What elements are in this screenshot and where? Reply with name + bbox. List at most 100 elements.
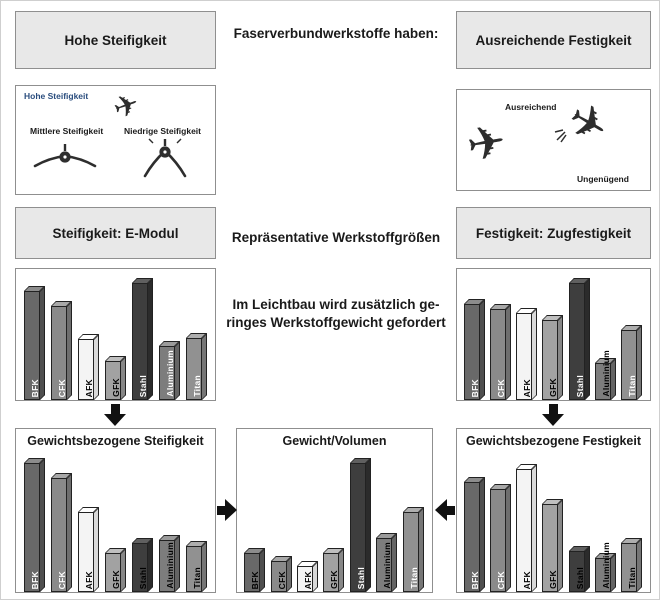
box-hohe-steifigkeit-label: Hohe Steifigkeit [64, 32, 167, 48]
bar-label-afk: AFK [83, 378, 94, 397]
chart-zugfestigkeit: BFK CFK AFK GFK Stahl Aluminium Titan [456, 268, 651, 401]
bar-cfk: CFK [268, 453, 294, 592]
heading-faserverbundwerkstoffe: Faserverbundwerkstoffe haben: [233, 26, 439, 41]
bar-label-bfk: BFK [29, 378, 40, 397]
bar-label-stahl: Stahl [355, 566, 366, 589]
bar-cfk: CFK [488, 453, 514, 592]
bar-label-gfk: GFK [548, 570, 559, 589]
chart-e-modul-plot: BFK CFK AFK GFK Stahl Aluminium Titan [21, 273, 210, 400]
bar-label-titan: Titan [626, 375, 637, 397]
bar-afk: AFK [514, 453, 540, 592]
bar-label-stahl: Stahl [574, 374, 585, 397]
bar-label-cfk: CFK [496, 570, 507, 589]
bar-gfk: GFK [102, 273, 129, 400]
arrow-right-icon [217, 499, 237, 521]
break-marks-icon [554, 129, 567, 143]
box-steifigkeit-e-modul: Steifigkeit: E-Modul [15, 207, 216, 259]
bar-cfk: CFK [48, 273, 75, 400]
bar-bfk: BFK [462, 273, 488, 400]
label-hohe-steifigkeit-small: Hohe Steifigkeit [24, 91, 89, 101]
chart-zugfestigkeit-plot: BFK CFK AFK GFK Stahl Aluminium Titan [462, 273, 645, 400]
stiffness-illustration-panel: Hohe Steifigkeit ✈ Mittlere Steifigkeit … [15, 85, 216, 195]
bar-afk: AFK [75, 453, 102, 592]
note-leichtbau: Im Leichtbau wird zusätzlich ge- ringes … [219, 296, 453, 332]
box-festigkeit-zugfestigkeit-label: Festigkeit: Zugfestigkeit [475, 225, 632, 241]
bar-titan: Titan [401, 453, 427, 592]
bar-label-cfk: CFK [276, 570, 287, 589]
bar-label-titan: Titan [626, 567, 637, 589]
box-ausreichende-festigkeit-label: Ausreichende Festigkeit [475, 32, 632, 48]
plane-low-stiffness-icon [143, 138, 187, 178]
arrow-down-left-icon [104, 404, 126, 426]
bar-label-afk: AFK [303, 570, 314, 589]
bar-label-bfk: BFK [250, 570, 261, 589]
chart-e-modul: BFK CFK AFK GFK Stahl Aluminium Titan [15, 268, 216, 401]
label-mittlere-steifigkeit: Mittlere Steifigkeit [30, 126, 104, 136]
bar-stahl: Stahl [567, 453, 593, 592]
bar-label-gfk: GFK [110, 378, 121, 397]
bar-label-afk: AFK [83, 570, 94, 589]
plane-medium-stiffness-icon [33, 144, 97, 168]
bar-label-titan: Titan [191, 567, 202, 589]
bar-cfk: CFK [48, 453, 75, 592]
bar-label-stahl: Stahl [137, 374, 148, 397]
note-leichtbau-line2: ringes Werkstoffgewicht gefordert [226, 315, 446, 331]
label-ausreichend: Ausreichend [505, 102, 557, 112]
bar-stahl: Stahl [348, 453, 374, 592]
chart-gewicht-volumen-plot: BFK CFK AFK GFK Stahl Aluminium Titan [242, 453, 427, 592]
bar-label-stahl: Stahl [574, 566, 585, 589]
bar-bfk: BFK [21, 453, 48, 592]
panel-title-gewichtsbezogene-festigkeit: Gewichtsbezogene Festigkeit [465, 434, 642, 448]
bar-label-gfk: GFK [110, 570, 121, 589]
bar-aluminium: Aluminium [156, 273, 183, 400]
bar-afk: AFK [75, 273, 102, 400]
box-festigkeit-zugfestigkeit: Festigkeit: Zugfestigkeit [456, 207, 651, 259]
chart-gewichtsbezogene-festigkeit-plot: BFK CFK AFK GFK Stahl Aluminium Titan [462, 453, 645, 592]
bar-gfk: GFK [540, 453, 566, 592]
bar-label-gfk: GFK [329, 570, 340, 589]
bar-label-afk: AFK [522, 570, 533, 589]
bar-label-bfk: BFK [29, 570, 40, 589]
bar-gfk: GFK [540, 273, 566, 400]
bar-label-aluminium: Aluminium [600, 350, 611, 397]
note-leichtbau-line1: Im Leichtbau wird zusätzlich ge- [232, 297, 440, 312]
box-ausreichende-festigkeit: Ausreichende Festigkeit [456, 11, 651, 69]
bar-aluminium: Aluminium [593, 273, 619, 400]
bar-titan: Titan [619, 273, 645, 400]
bar-label-stahl: Stahl [137, 566, 148, 589]
bar-label-cfk: CFK [56, 570, 67, 589]
bar-stahl: Stahl [567, 273, 593, 400]
bar-label-afk: AFK [522, 378, 533, 397]
bar-bfk: BFK [462, 453, 488, 592]
bar-label-aluminium: Aluminium [164, 542, 175, 589]
bar-aluminium: Aluminium [374, 453, 400, 592]
bar-aluminium: Aluminium [593, 453, 619, 592]
bar-bfk: BFK [242, 453, 268, 592]
bar-gfk: GFK [102, 453, 129, 592]
bar-titan: Titan [183, 453, 210, 592]
bar-label-titan: Titan [408, 567, 419, 589]
bar-cfk: CFK [488, 273, 514, 400]
heading-repraesentative-werkstoffgroessen: Repräsentative Werkstoffgrößen [231, 230, 441, 245]
bar-afk: AFK [295, 453, 321, 592]
panel-gewichtsbezogene-festigkeit: Gewichtsbezogene Festigkeit BFK CFK AFK GFK… [456, 428, 651, 593]
bar-stahl: Stahl [129, 273, 156, 400]
panel-title-gewichtsbezogene-steifigkeit: Gewichtsbezogene Steifigkeit [27, 434, 204, 448]
bar-label-cfk: CFK [56, 378, 67, 397]
bar-bfk: BFK [21, 273, 48, 400]
panel-gewicht-volumen: Gewicht/Volumen BFK CFK AFK GFK Stahl Alumini… [236, 428, 433, 593]
bar-label-bfk: BFK [470, 570, 481, 589]
plane-high-stiffness-icon: ✈ [108, 86, 144, 127]
bar-gfk: GFK [321, 453, 347, 592]
bar-label-bfk: BFK [470, 378, 481, 397]
bar-afk: AFK [514, 273, 540, 400]
bar-label-cfk: CFK [496, 378, 507, 397]
plane-sufficient-strength-icon: ✈ [462, 114, 510, 172]
bar-label-gfk: GFK [548, 378, 559, 397]
box-hohe-steifigkeit: Hohe Steifigkeit [15, 11, 216, 69]
bar-titan: Titan [619, 453, 645, 592]
arrow-left-icon [435, 499, 455, 521]
label-ungenuegend: Ungenügend [577, 174, 629, 184]
panel-gewichtsbezogene-steifigkeit: Gewichtsbezogene Steifigkeit BFK CFK AFK GF… [15, 428, 216, 593]
